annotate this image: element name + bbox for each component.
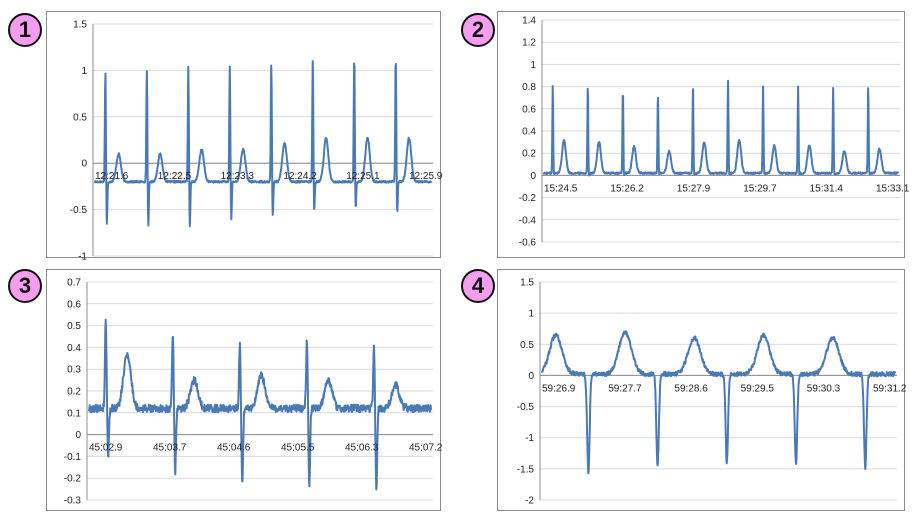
chart-panel-1: 1.5 1 0.5 0 -0.5 -1 12:21.6 12:22.5 12:23.3 12:24…	[46, 11, 443, 263]
y-tick-label: 0.2	[67, 387, 81, 398]
ecg-trace-series	[94, 60, 432, 228]
y-tick-label: -0.2	[64, 474, 82, 485]
y-tick-label: 0.5	[67, 321, 81, 332]
y-tick-label: 1.2	[522, 38, 536, 49]
x-tick-label: 15:26.2	[610, 183, 644, 194]
y-tick-label: -1	[525, 433, 534, 444]
y-tick-label: 0.8	[522, 82, 536, 93]
y-tick-label: 0	[75, 430, 81, 441]
x-tick-label: 59:28.6	[674, 383, 708, 394]
chart-svg-3: 0.7 0.6 0.5 0.4 0.3 0.2 0.1 0 -0.1 -0.2 -0.3 45:02.…	[64, 278, 443, 507]
y-tick-label: -0.1	[64, 452, 82, 463]
x-tick-label: 12:24.2	[283, 171, 317, 182]
y-tick-label: -0.4	[519, 215, 537, 226]
x-tick-label: 15:27.9	[677, 183, 711, 194]
y-tick-label: -0.6	[519, 238, 537, 249]
y-tick-label: 0.4	[67, 343, 81, 354]
y-tick-label: 0	[81, 159, 87, 170]
x-tick-label: 59:30.3	[807, 383, 841, 394]
ecg-trace-series	[543, 79, 899, 177]
x-tick-label: 12:22.5	[158, 171, 192, 182]
y-tick-label: 1.5	[73, 20, 87, 31]
x-tick-label: 59:27.7	[608, 383, 642, 394]
y-tick-label: 1.5	[520, 278, 534, 289]
x-tick-label: 15:33.1	[876, 183, 910, 194]
x-tick-label: 12:23.3	[221, 171, 255, 182]
x-tick-label: 45:03.7	[153, 443, 187, 454]
y-tick-label: -0.3	[64, 496, 82, 507]
y-tick-label: -0.5	[70, 205, 88, 216]
panel-badge-4: 4	[461, 269, 495, 303]
y-tick-label: 0	[528, 371, 534, 382]
y-tick-label: 0.2	[522, 149, 536, 160]
chart-panel-2: 1.4 1.2 1 0.8 0.6 0.4 0.2 0 -0.2 -0.4 -0.6 15:24.5 1…	[497, 11, 910, 258]
x-tick-label: 12:25.1	[346, 171, 380, 182]
ecg-trace-series	[541, 330, 896, 475]
y-tick-label: 1	[530, 60, 536, 71]
chart-svg-1: 1.5 1 0.5 0 -0.5 -1 12:21.6 12:22.5 12:23.3 12:24…	[70, 20, 443, 263]
panel-badge-3: 3	[8, 269, 42, 303]
y-tick-label: 1	[81, 66, 87, 77]
panel-badge-1: 1	[8, 13, 42, 47]
y-tick-label: 0.5	[73, 112, 87, 123]
y-tick-label: 0.3	[67, 365, 81, 376]
chart-svg-2: 1.4 1.2 1 0.8 0.6 0.4 0.2 0 -0.2 -0.4 -0.6 15:24.5 1…	[519, 16, 910, 249]
y-tick-label: 0.4	[522, 127, 536, 138]
y-tick-label: -0.2	[519, 193, 537, 204]
x-tick-label: 15:24.5	[544, 183, 578, 194]
panel-badge-2: 2	[461, 13, 495, 47]
y-tick-label: 0.7	[67, 278, 81, 289]
y-tick-label: 1.4	[522, 16, 536, 27]
y-tick-label: -2	[525, 496, 534, 507]
y-tick-label: -1.5	[517, 464, 535, 475]
chart-panel-3: 0.7 0.6 0.5 0.4 0.3 0.2 0.1 0 -0.1 -0.2 -0.3 45:02.…	[46, 269, 443, 511]
y-tick-label: 0.6	[522, 104, 536, 115]
chart-panel-4: 1.5 1 0.5 0 -0.5 -1 -1.5 -2 59:26.9 59:27.7 59:28.…	[497, 269, 907, 511]
x-tick-label: 59:29.5	[741, 383, 775, 394]
x-tick-label: 15:29.7	[743, 183, 777, 194]
y-tick-label: 0	[530, 171, 536, 182]
x-tick-label: 12:25.9	[409, 171, 443, 182]
y-tick-label: 0.1	[67, 408, 81, 419]
x-tick-label: 45:05.5	[281, 443, 315, 454]
x-tick-label: 45:02.9	[89, 443, 123, 454]
y-tick-label: 1	[528, 309, 534, 320]
x-tick-label: 45:06.3	[345, 443, 379, 454]
x-tick-label: 45:04.6	[217, 443, 251, 454]
ecg-trace-series	[88, 318, 432, 491]
y-tick-label: -0.5	[517, 402, 535, 413]
x-tick-label: 45:07.2	[409, 443, 443, 454]
x-tick-label: 15:31.4	[810, 183, 844, 194]
y-tick-label: -1	[78, 252, 87, 263]
y-tick-label: 0.5	[520, 340, 534, 351]
x-tick-label: 59:31.2	[873, 383, 907, 394]
y-tick-label: 0.6	[67, 299, 81, 310]
chart-svg-4: 1.5 1 0.5 0 -0.5 -1 -1.5 -2 59:26.9 59:27.7 59:28.…	[517, 278, 907, 507]
x-tick-label: 59:26.9	[542, 383, 576, 394]
x-tick-label: 12:21.6	[95, 171, 129, 182]
